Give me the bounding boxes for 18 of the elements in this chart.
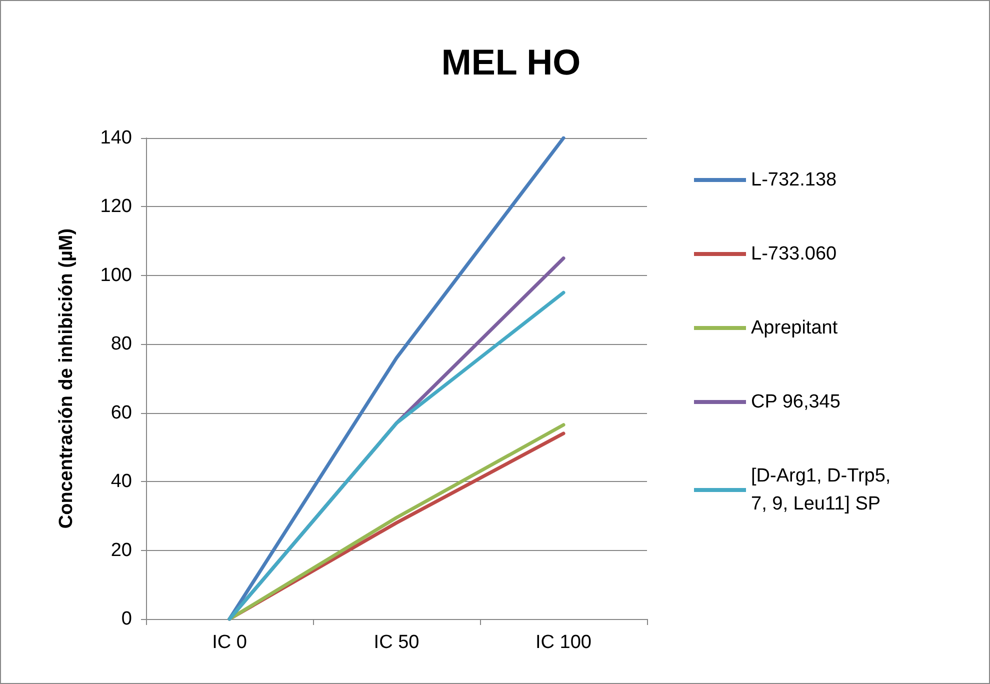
y-tick-label: 60 <box>110 402 132 424</box>
x-tick-label: IC 50 <box>374 632 420 653</box>
legend-label: [D-Arg1, D-Trp5, 7, 9, Leu11] SP <box>751 466 896 514</box>
y-tick-label: 20 <box>110 540 132 561</box>
y-tick-label: 0 <box>121 608 132 630</box>
x-tick-label: IC 100 <box>536 632 592 653</box>
y-tick-label: 140 <box>100 128 132 148</box>
legend-label: CP 96,345 <box>751 392 840 412</box>
y-tick-label: 120 <box>100 196 132 218</box>
y-axis-title: Concentración de inhibición (µM) <box>56 228 77 529</box>
y-tick-label: 80 <box>110 334 132 355</box>
legend-label: Aprepitant <box>751 318 838 338</box>
y-tick-label: 100 <box>100 264 132 286</box>
legend-label: L-733.060 <box>751 244 837 264</box>
y-tick-label: 40 <box>110 471 132 492</box>
x-tick-label: IC 0 <box>212 632 247 653</box>
chart-title: MEL HO <box>441 42 581 82</box>
legend-label: L-732.138 <box>751 170 837 190</box>
